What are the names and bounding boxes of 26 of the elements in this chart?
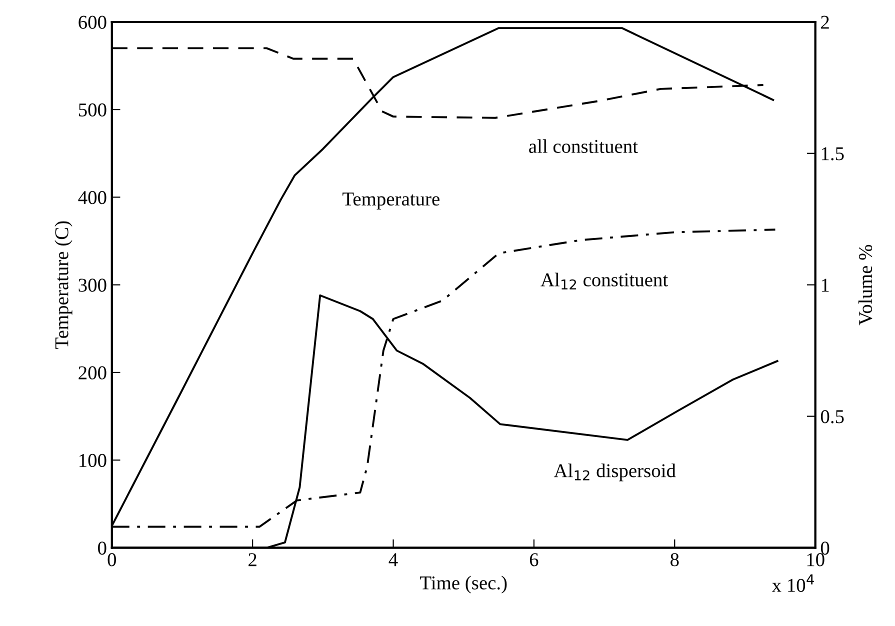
y-tick-label: 600 [78, 16, 106, 29]
x-tick-label: 4 [388, 553, 398, 566]
y-tick-label: 500 [78, 103, 106, 116]
y2-tick-label: 0 [820, 542, 830, 555]
y-tick-label: 400 [78, 191, 106, 204]
y-tick-label: 200 [78, 366, 106, 380]
y2-axis-title: Volume % [858, 244, 872, 326]
x-axis-title: Time (sec.) [420, 576, 507, 594]
y2-tick-label: 1.5 [822, 147, 844, 160]
y2-tick-label: 2 [821, 16, 829, 29]
y-tick-label: 100 [80, 454, 106, 468]
annotation: Temperature [342, 192, 440, 210]
y-tick-label: 0 [98, 542, 106, 555]
x-tick-label: 2 [248, 553, 256, 566]
annotation: Al$_{12}$ dispersoid [554, 464, 676, 482]
annotation: all constituent [529, 139, 638, 153]
y2-tick-label: 1 [822, 278, 829, 292]
x-tick-label: 6 [530, 553, 538, 566]
x-tick-label: 8 [670, 553, 679, 566]
y-tick-label: 300 [78, 278, 106, 292]
x-tick-label: 0 [108, 553, 116, 566]
y-axis-title: Temperature (C) [54, 221, 72, 349]
text: x 10$^{4}$ [772, 574, 814, 592]
y2-tick-label: 0.5 [820, 410, 844, 424]
x-tick-label: 10 [807, 553, 824, 566]
annotation: Al$_{12}$ constituent [540, 272, 668, 290]
